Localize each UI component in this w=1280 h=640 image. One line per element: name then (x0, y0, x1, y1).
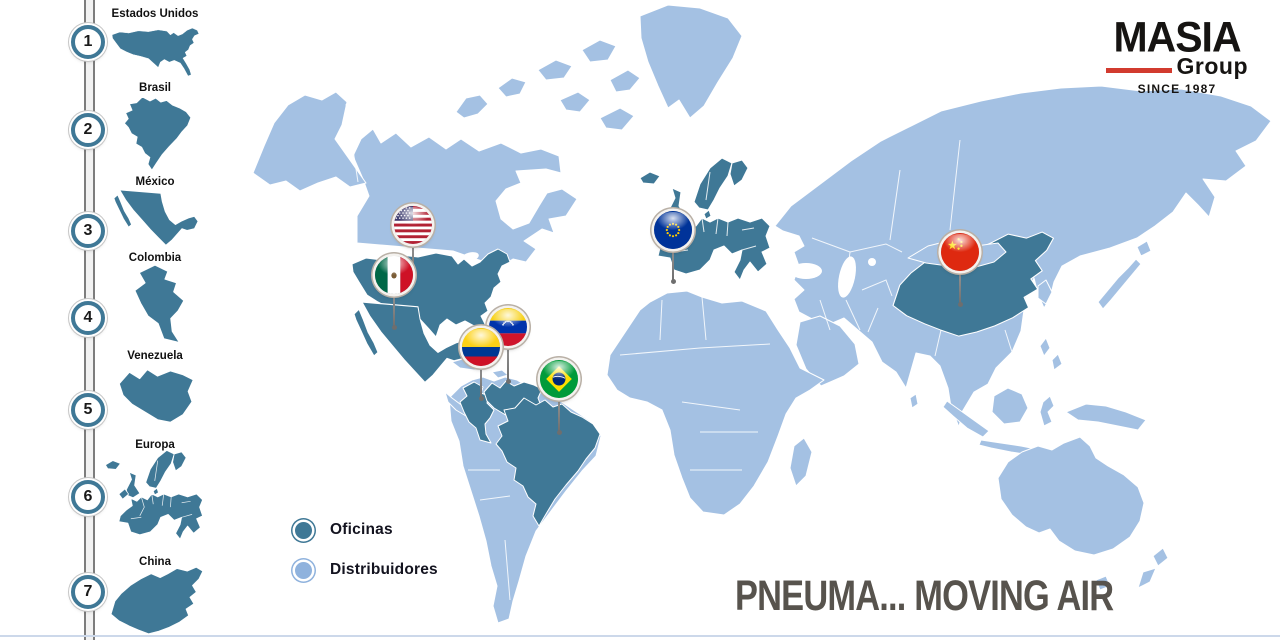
alaska (252, 91, 367, 192)
pin-ball (391, 325, 397, 330)
colombia-flag-icon (462, 328, 500, 366)
brazil-flag-icon (540, 360, 578, 398)
pin-ball (410, 278, 416, 283)
number-1: 1 (83, 33, 93, 50)
eu-flag-icon (654, 211, 692, 249)
timeline-number-5: 5 (71, 393, 105, 427)
pin-ball (670, 279, 676, 284)
distributors-label: Distribuidores (330, 561, 438, 578)
number-7: 7 (83, 583, 93, 600)
australia (997, 436, 1145, 556)
logo-subname: Group (1176, 53, 1248, 80)
new-zealand (1137, 547, 1169, 589)
number-5: 5 (83, 401, 93, 418)
logo-group-row: Group (1106, 55, 1248, 78)
sidebar-label-estados-unidos: Estados Unidos (111, 8, 199, 20)
inland-seas (461, 252, 876, 298)
sidebar-label-mexico: México (135, 176, 175, 188)
timeline-number-1: 1 (71, 25, 105, 59)
number-3: 3 (83, 222, 93, 239)
pin-ball (478, 396, 484, 401)
timeline-number-6: 6 (71, 480, 105, 514)
sidebar-label-china: China (139, 556, 171, 568)
thumb-colombia (133, 265, 185, 344)
pin-ball (957, 302, 963, 307)
greenland (639, 4, 743, 119)
distributors-dot-icon (295, 561, 312, 579)
mexico-flag-icon (375, 256, 413, 294)
offices-label: Oficinas (330, 521, 393, 538)
thumb-usa (112, 27, 199, 77)
offices-dot-icon (295, 521, 312, 539)
pin-stick (959, 269, 961, 304)
legend-distributors-row: Distribuidores (295, 550, 438, 590)
thumb-venezuela (118, 368, 195, 424)
pin-ball (505, 379, 511, 384)
masia-group-logo: MASIA Group SINCE 1987 (1106, 12, 1248, 97)
number-6: 6 (83, 488, 93, 505)
pin-stick (412, 242, 414, 280)
pin-stick (507, 344, 509, 381)
canada (352, 128, 578, 268)
arctic-islands (455, 39, 641, 131)
thumb-china (110, 566, 204, 635)
pin-stick (558, 396, 560, 432)
usa-flag-icon (394, 206, 432, 244)
sidebar-label-venezuela: Venezuela (127, 350, 183, 362)
sidebar-label-brasil: Brasil (139, 82, 171, 94)
pin-stick (672, 247, 674, 281)
madagascar (789, 437, 813, 487)
continent-africa (606, 290, 825, 516)
pin-ball (556, 430, 562, 435)
timeline-number-4: 4 (71, 301, 105, 335)
number-4: 4 (83, 309, 93, 326)
bottom-divider (0, 635, 1280, 637)
legend: Oficinas Distribuidores (295, 510, 438, 590)
tasmania (1095, 575, 1111, 591)
tagline: PNEUMA... MOVING AIR (735, 572, 1114, 620)
sidebar-label-colombia: Colombia (128, 252, 182, 264)
korea (1037, 279, 1053, 305)
japan (1097, 240, 1152, 310)
pin-stick (480, 364, 482, 398)
timeline-number-7: 7 (71, 575, 105, 609)
number-2: 2 (83, 121, 93, 138)
logo-since: SINCE 1987 (1137, 82, 1217, 97)
arabian-peninsula (795, 315, 860, 387)
sidebar-label-europa: Europa (135, 439, 175, 451)
thumb-europa (105, 450, 203, 540)
pin-stick (393, 292, 395, 327)
logo-name: MASIA (1113, 12, 1241, 62)
timeline-number-2: 2 (71, 113, 105, 147)
country-borders (468, 139, 1013, 601)
legend-offices-row: Oficinas (295, 510, 438, 550)
thumb-brasil (124, 96, 192, 171)
china-flag-icon (941, 233, 979, 271)
southeast-asia-islands (909, 337, 1147, 456)
thumb-mexico (114, 190, 198, 246)
timeline-number-3: 3 (71, 214, 105, 248)
logo-red-bar (1106, 68, 1172, 74)
alaska-border (345, 103, 359, 183)
